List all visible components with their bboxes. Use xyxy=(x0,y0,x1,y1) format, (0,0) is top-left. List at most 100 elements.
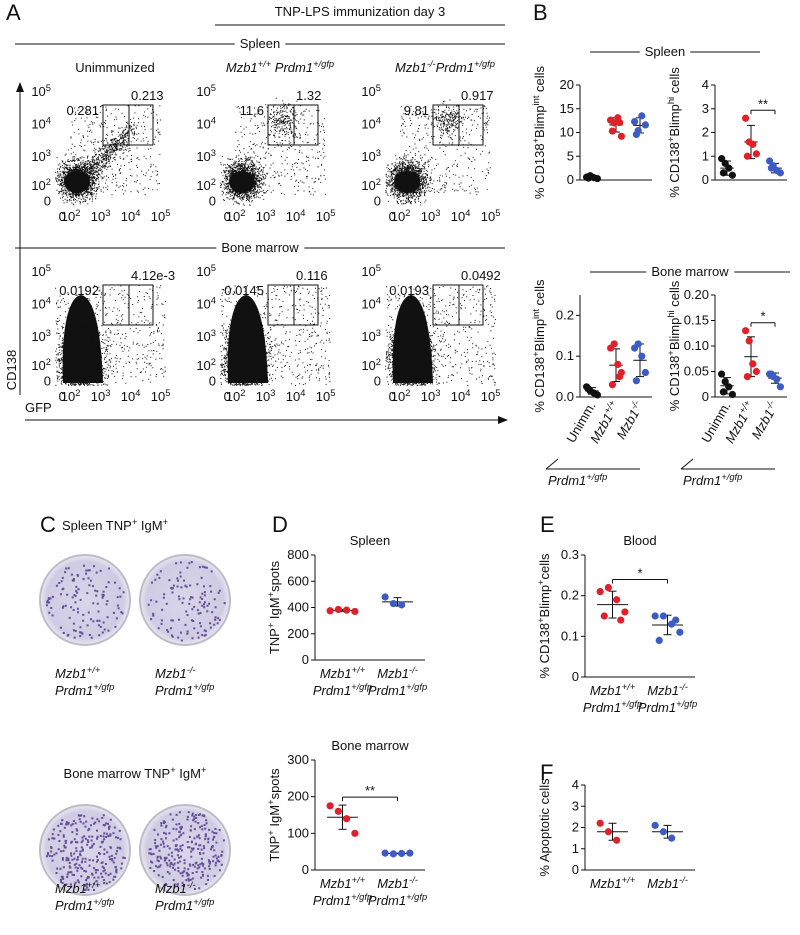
y-tick-label: 600 xyxy=(287,573,309,588)
text-part: Prdm1 xyxy=(583,700,621,715)
spots xyxy=(148,811,225,890)
y-tick-label: 400 xyxy=(287,600,309,615)
dot xyxy=(389,850,397,858)
text-part: 4 xyxy=(465,388,470,398)
y-tick-label: 0.2 xyxy=(561,588,579,603)
significance-label: * xyxy=(637,566,642,581)
x-tick-label: Mzb1-/- xyxy=(612,399,646,442)
text-part: 3 xyxy=(435,388,440,398)
dot xyxy=(334,807,342,815)
y-tick-label: 300 xyxy=(287,752,309,767)
dot xyxy=(749,360,757,368)
text-part: Mzb1 xyxy=(647,876,679,891)
text-part: 0 xyxy=(389,389,396,404)
text-part: 3 xyxy=(46,328,51,338)
y-axis-label: % Apoptotic cells xyxy=(537,778,552,877)
flow-y-tick-label: 103 xyxy=(196,328,216,344)
flow-y-tick-label: 104 xyxy=(361,296,381,312)
text-part: 10 xyxy=(361,117,375,132)
y-tick-label: 200 xyxy=(287,789,309,804)
gate-value: 9.81 xyxy=(404,103,429,118)
text-part: 10 xyxy=(226,389,240,404)
dot xyxy=(617,132,626,140)
gate-value: 0.281 xyxy=(66,103,99,118)
chart-title: Bone marrow xyxy=(331,738,409,753)
text-part: 4 xyxy=(135,208,140,218)
text-part: 2 xyxy=(405,388,410,398)
text-part: 0 xyxy=(59,389,66,404)
x-tick-label: Mzb1+/+ xyxy=(590,875,636,891)
chart-title: Blood xyxy=(623,533,656,548)
text-part: 0 xyxy=(59,209,66,224)
text-part: Spleen TNP xyxy=(62,518,132,533)
y-axis-label: % CD138+Blimphi cells xyxy=(666,280,682,411)
text-part: 5 xyxy=(330,388,335,398)
text-part: 10 xyxy=(196,84,210,99)
flow-y-tick-label: 105 xyxy=(31,263,51,279)
dot xyxy=(398,601,406,609)
text-part: Prdm1 xyxy=(548,473,586,488)
gate xyxy=(128,104,154,146)
text-part: 2 xyxy=(240,388,245,398)
text-part: 4 xyxy=(46,116,51,126)
y-tick-label: 5 xyxy=(567,148,574,163)
dot xyxy=(398,849,406,858)
well-label: Prdm1+/gfp xyxy=(55,897,114,913)
y-tick-label: 4 xyxy=(572,777,579,792)
y-tick-label: 0 xyxy=(702,172,709,187)
text-part: 5 xyxy=(376,83,381,93)
flow-x-tick-label: 105 xyxy=(481,388,501,404)
flow-y-tick-label: 103 xyxy=(31,148,51,164)
text-part: -/- xyxy=(187,880,196,890)
text-part: -/- xyxy=(763,399,776,412)
text-part: +/gfp xyxy=(351,892,372,902)
text-part: 0 xyxy=(374,193,381,208)
flow-x-tick-label: 102 xyxy=(391,388,411,404)
text-part: 4 xyxy=(211,296,216,306)
text-part: 10 xyxy=(31,329,45,344)
dot xyxy=(752,150,761,158)
well-label: Prdm1+/gfp xyxy=(155,897,214,913)
text-part: -/- xyxy=(187,665,196,675)
flow-x-tick-label: 0 xyxy=(224,209,231,224)
events xyxy=(385,99,491,206)
flow-x-tick-label: 0 xyxy=(389,389,396,404)
dot xyxy=(610,340,618,348)
flow-x-tick-label: 102 xyxy=(391,208,411,224)
flow-y-tick-label: 0 xyxy=(44,373,51,388)
text-part: Mzb1 xyxy=(226,60,258,75)
dot xyxy=(389,599,397,608)
text-part: % CD138 xyxy=(667,356,682,412)
events xyxy=(55,285,166,386)
y-tick-label: 2 xyxy=(572,820,579,835)
group-label: Prdm1+/gfp xyxy=(683,472,742,488)
section-title-bg xyxy=(234,36,286,51)
dot xyxy=(749,140,757,148)
flow-y-tick-label: 105 xyxy=(31,83,51,99)
y-tick-label: 0.1 xyxy=(561,628,579,643)
text-part: % Apoptotic cells xyxy=(537,778,552,877)
dot xyxy=(616,118,624,127)
text-part: Prdm1 xyxy=(368,683,406,698)
text-part: +/+ xyxy=(737,398,753,415)
text-part: 10 xyxy=(451,209,465,224)
dot xyxy=(676,628,684,636)
dot xyxy=(621,608,629,616)
text-part: + xyxy=(266,830,276,835)
text-part: Prdm1 xyxy=(55,898,93,913)
flow-x-tick-label: 0 xyxy=(389,209,396,224)
text-part: 10 xyxy=(31,297,45,312)
text-part: 10 xyxy=(361,178,375,193)
text-part: Prdm1 xyxy=(155,683,193,698)
text-part: 4 xyxy=(46,296,51,306)
dot xyxy=(608,127,617,135)
section-title: Bone marrow xyxy=(221,240,299,255)
y-tick-label: 0.05 xyxy=(684,364,709,379)
text-part: hi xyxy=(666,310,676,317)
text-part: 10 xyxy=(151,389,165,404)
text-part: + xyxy=(266,623,276,628)
x-tick-label: Mzb1-/- xyxy=(377,665,418,681)
flow-x-tick-label: 102 xyxy=(61,208,81,224)
y-arrow-head xyxy=(16,82,24,92)
text-part: 5 xyxy=(211,83,216,93)
